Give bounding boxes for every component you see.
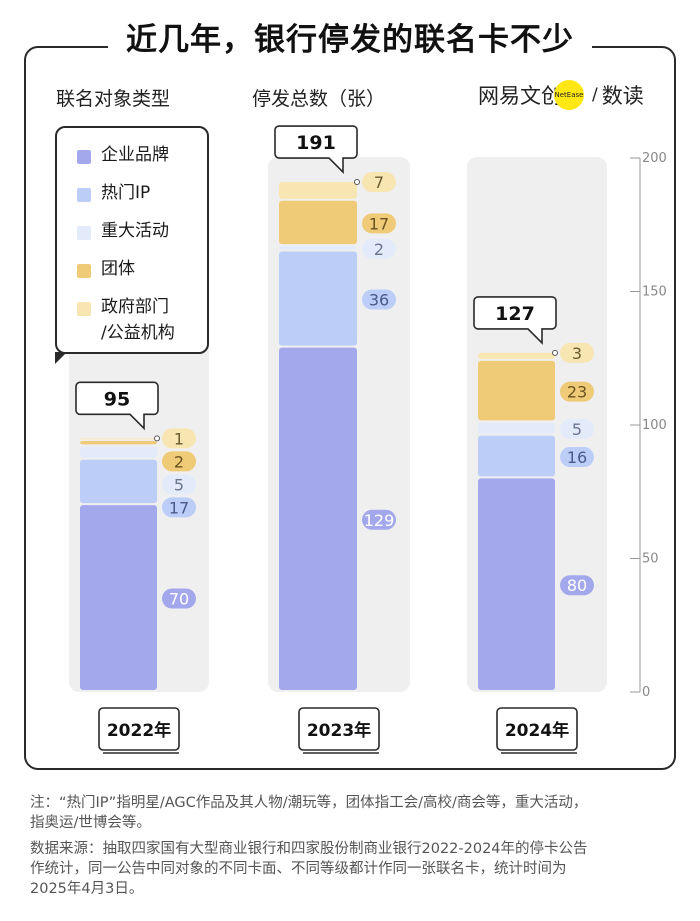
legend-swatch <box>77 302 91 316</box>
legend-label: 热门IP <box>101 183 151 203</box>
data-label: 23 <box>567 383 587 402</box>
legend-pointer <box>55 352 67 364</box>
total-value: 95 <box>104 388 130 410</box>
bar-segment <box>80 446 157 458</box>
category-label: 2022年 <box>107 720 171 741</box>
data-label: 70 <box>169 590 189 609</box>
bar-segment <box>80 438 157 440</box>
data-label-pill <box>560 575 594 596</box>
category-tag <box>298 707 380 751</box>
legend-label: 企业品牌 <box>101 145 169 165</box>
data-label-pill <box>162 428 196 449</box>
brand-logo: 网易文创 NetEase / 数读 <box>478 80 644 110</box>
data-label: 7 <box>374 173 384 192</box>
source-line: 2025年4月3日。 <box>30 881 144 897</box>
data-label-pill <box>560 342 594 363</box>
data-label: 17 <box>369 214 389 233</box>
data-label: 17 <box>169 498 189 517</box>
total-value: 127 <box>495 303 535 325</box>
bar-segment <box>478 422 555 434</box>
legend-item: 重大活动 <box>77 221 169 244</box>
data-label-pill <box>162 588 196 609</box>
category-tag <box>98 707 180 751</box>
data-label-pill <box>560 447 594 468</box>
page-title: 近几年，银行停发的联名卡不少 <box>0 14 700 59</box>
y-tick-label: 0 <box>642 685 650 700</box>
total-marker <box>552 349 558 356</box>
y-tick-label: 150 <box>642 285 667 300</box>
bar-segment <box>279 182 357 199</box>
bar-segment <box>80 505 157 690</box>
y-tick-label: 200 <box>642 151 667 166</box>
legend-item: 政府部门 /公益机构 <box>77 297 175 346</box>
data-label-pill <box>162 474 196 495</box>
data-label: 2 <box>374 240 384 259</box>
brand-name: 网易文创 <box>478 84 562 108</box>
category-tag <box>496 707 578 751</box>
bar-segment <box>80 459 157 504</box>
legend-swatch <box>77 264 91 278</box>
category-label: 2023年 <box>307 720 371 741</box>
legend: 企业品牌 热门IP 重大活动 团体 政府部门 /公益机构 <box>55 126 209 354</box>
data-label-pill <box>560 419 594 440</box>
y-tick-label: 100 <box>642 418 667 433</box>
total-value: 191 <box>296 132 336 154</box>
bar-segment <box>279 251 357 346</box>
legend-label-line: 政府部门 <box>101 297 169 317</box>
y-tick-label: 50 <box>642 552 659 567</box>
data-label-pill <box>362 172 396 193</box>
total-callout <box>473 296 557 345</box>
data-label: 36 <box>369 291 389 310</box>
bar-segment <box>478 478 555 690</box>
data-label-pill <box>560 381 594 402</box>
data-label: 129 <box>364 511 395 530</box>
data-label-pill <box>162 497 196 518</box>
type-header: 联名对象类型 <box>56 88 171 110</box>
source-line: 作统计，同一公告中同对象的不同卡面、不同等级都计作同一张联名卡，统计时间为 <box>30 861 567 877</box>
bar-segment <box>279 246 357 250</box>
total-marker <box>354 179 360 186</box>
footnote-line: 注：“热门IP”指明星/AGC作品及其人物/潮玩等，团体指工会/高校/商会等，重… <box>30 795 588 811</box>
data-label-pill <box>362 238 396 259</box>
bar-segment <box>279 347 357 690</box>
brand-badge-icon: NetEase <box>554 80 584 110</box>
bar-segment <box>478 360 555 421</box>
legend-item: 热门IP <box>77 183 150 206</box>
bar-segment <box>478 435 555 477</box>
bar-segment <box>478 352 555 359</box>
source-line: 数据来源：抽取四家国有大型商业银行和四家股份制商业银行2022-2024年的停卡… <box>30 841 588 857</box>
data-label-pill <box>162 451 196 472</box>
data-label: 5 <box>174 475 184 494</box>
data-label: 3 <box>572 344 582 363</box>
bar-segment <box>279 200 357 245</box>
legend-item: 团体 <box>77 259 135 282</box>
total-callout <box>75 381 159 431</box>
bar-segment <box>80 441 157 445</box>
data-label: 2 <box>174 452 184 471</box>
brand-suffix: 数读 <box>601 84 644 108</box>
total-marker <box>154 435 160 442</box>
category-label: 2024年 <box>505 720 569 741</box>
legend-swatch <box>77 188 91 202</box>
data-label-pill <box>362 213 396 234</box>
legend-item: 企业品牌 <box>77 145 169 168</box>
data-label: 1 <box>174 429 184 448</box>
brand-separator: / <box>592 85 598 105</box>
data-label: 16 <box>567 448 587 467</box>
footnote-line: 指奥运/世博会等。 <box>30 815 151 831</box>
legend-label: 重大活动 <box>101 221 169 241</box>
legend-swatch <box>77 226 91 240</box>
legend-label-line: /公益机构 <box>101 323 175 343</box>
data-label: 5 <box>572 420 582 439</box>
legend-swatch <box>77 150 91 164</box>
data-label: 80 <box>567 576 587 595</box>
total-callout <box>274 125 358 174</box>
legend-label: 政府部门 /公益机构 <box>101 294 175 346</box>
data-label-pill <box>362 509 396 530</box>
data-label-pill <box>362 289 396 310</box>
legend-label: 团体 <box>101 259 135 279</box>
count-header: 停发总数（张） <box>252 88 386 110</box>
